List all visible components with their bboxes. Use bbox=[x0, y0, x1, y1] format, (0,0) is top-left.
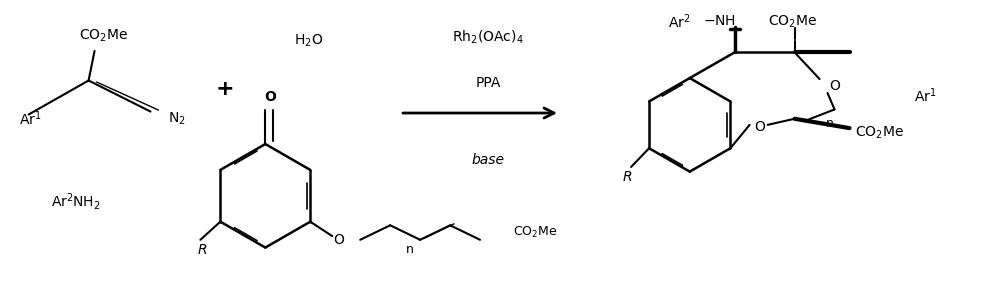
Text: Ar$^2$: Ar$^2$ bbox=[668, 12, 691, 31]
Text: $-$NH: $-$NH bbox=[703, 14, 736, 29]
Text: Ar$^1$: Ar$^1$ bbox=[19, 110, 41, 128]
Text: PPA: PPA bbox=[475, 76, 501, 91]
Text: H$_2$O: H$_2$O bbox=[294, 32, 323, 49]
Text: Ar$^2$NH$_2$: Ar$^2$NH$_2$ bbox=[51, 191, 100, 212]
Text: O: O bbox=[754, 120, 765, 134]
Text: O: O bbox=[829, 79, 840, 93]
Text: CO$_2$Me: CO$_2$Me bbox=[513, 225, 557, 240]
Text: CO$_2$Me: CO$_2$Me bbox=[855, 125, 904, 141]
Text: R: R bbox=[622, 170, 632, 184]
Text: O: O bbox=[264, 91, 276, 105]
Text: O: O bbox=[333, 233, 344, 247]
Text: Ar$^1$: Ar$^1$ bbox=[914, 86, 937, 105]
Text: R: R bbox=[198, 243, 207, 257]
Text: CO$_2$Me: CO$_2$Me bbox=[79, 28, 128, 44]
Text: +: + bbox=[216, 79, 235, 99]
Text: Rh$_2$(OAc)$_4$: Rh$_2$(OAc)$_4$ bbox=[452, 29, 524, 46]
Text: N$_2$: N$_2$ bbox=[168, 111, 186, 127]
Text: n: n bbox=[406, 243, 414, 256]
Text: CO$_2$Me: CO$_2$Me bbox=[768, 13, 817, 30]
Text: base: base bbox=[472, 153, 505, 167]
Text: n: n bbox=[826, 117, 833, 130]
